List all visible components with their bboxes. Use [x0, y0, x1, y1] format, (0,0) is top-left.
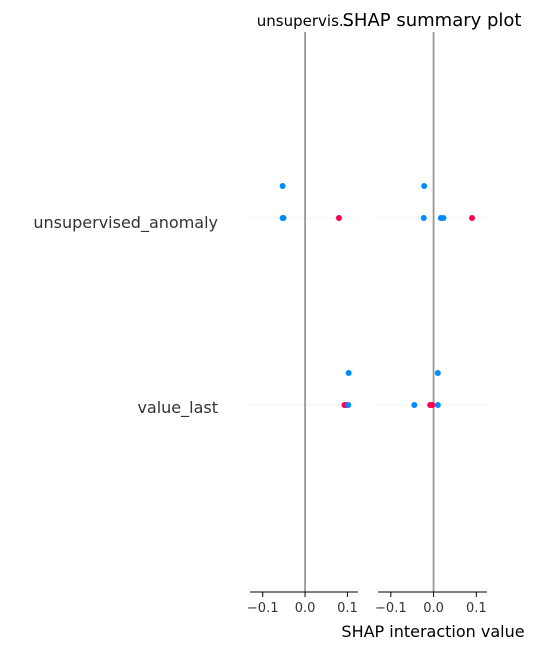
data-point — [279, 183, 286, 189]
data-point — [420, 215, 427, 221]
data-point — [434, 402, 441, 408]
data-point — [440, 215, 447, 221]
x-tick-label: 0.1 — [466, 601, 487, 616]
x-axis-label: SHAP interaction value — [341, 622, 524, 641]
axes-layer — [250, 32, 487, 597]
data-point — [335, 215, 342, 221]
x-tick-label: −0.1 — [247, 601, 279, 616]
feature-label: value_last — [137, 398, 218, 418]
data-point — [434, 370, 441, 376]
chart-title: SHAP summary plot — [342, 10, 521, 31]
feature-label: unsupervised_anomaly — [33, 213, 218, 233]
x-tick-label: 0.0 — [295, 601, 316, 616]
x-tick-label: 0.1 — [337, 601, 358, 616]
panel-title: unsupervis... — [257, 12, 353, 30]
data-point — [345, 370, 352, 376]
data-point — [345, 402, 352, 408]
data-point — [411, 402, 418, 408]
points-layer — [279, 183, 476, 408]
x-tick-label: −0.1 — [375, 601, 407, 616]
data-point — [280, 215, 287, 221]
data-point — [421, 183, 428, 189]
text-layer: SHAP summary plot unsupervis... SHAP int… — [33, 10, 524, 641]
data-point — [469, 215, 476, 221]
data-point — [429, 402, 436, 408]
x-tick-label: 0.0 — [423, 601, 444, 616]
